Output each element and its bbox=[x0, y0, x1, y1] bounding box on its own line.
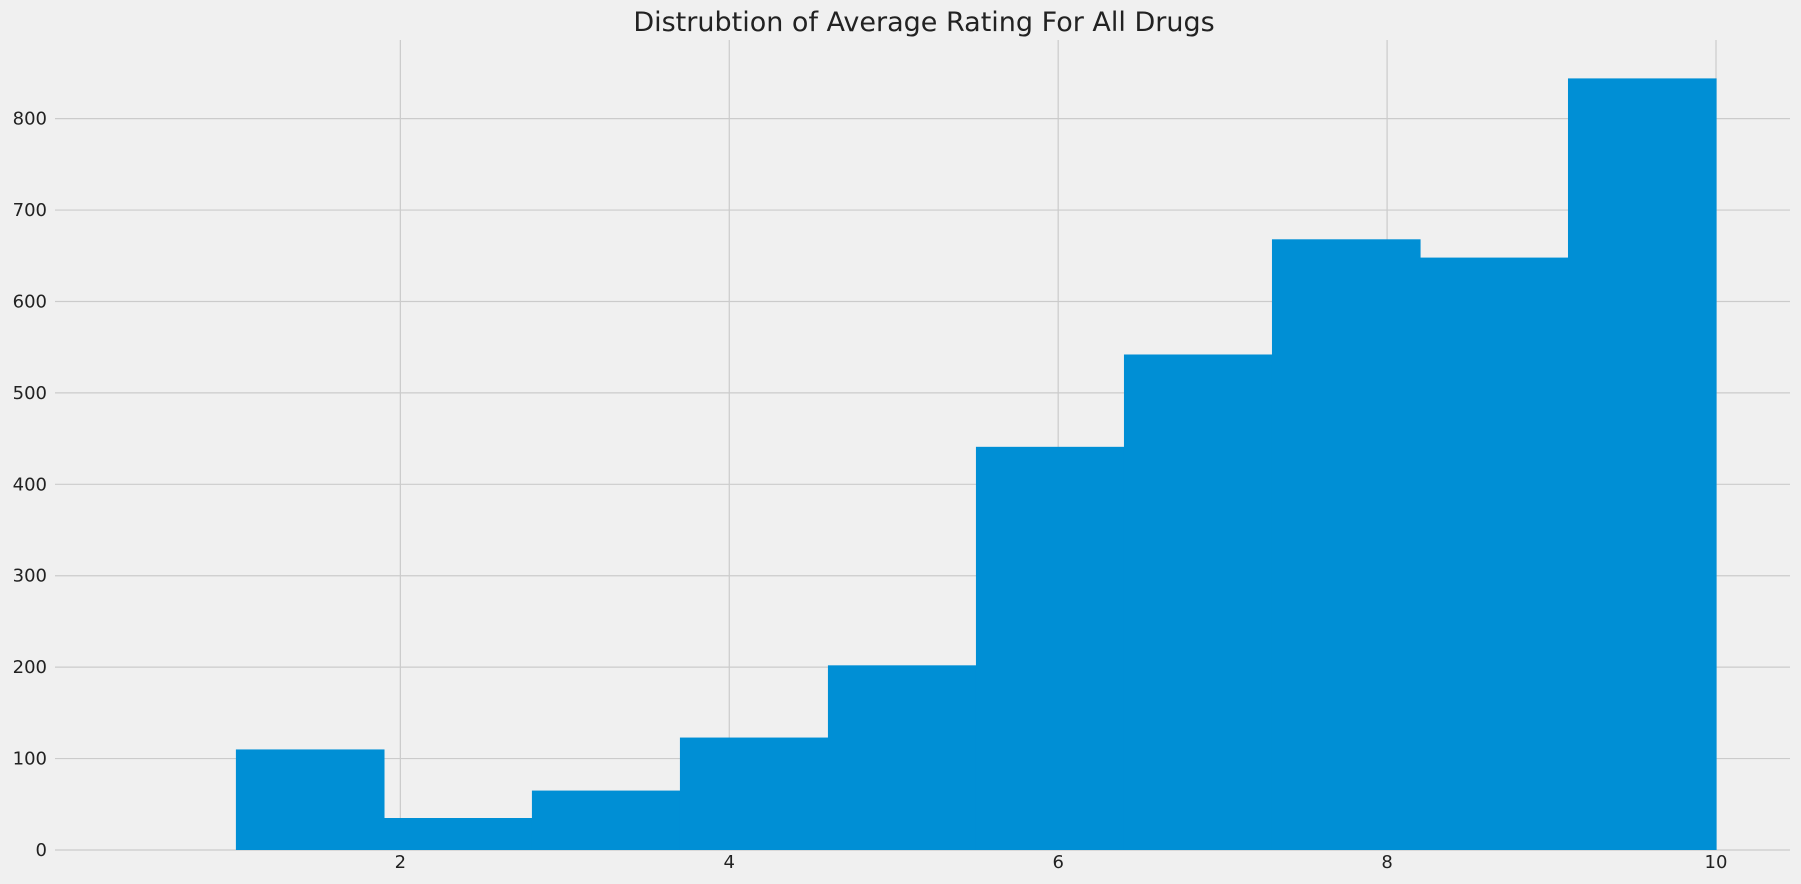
y-tick-label: 800 bbox=[13, 109, 47, 130]
y-tick-label: 0 bbox=[36, 840, 47, 861]
histogram-bar bbox=[679, 737, 829, 850]
y-tick-label: 500 bbox=[13, 383, 47, 404]
histogram-bars bbox=[235, 78, 1717, 851]
y-tick-label: 400 bbox=[13, 474, 47, 495]
y-tick-label: 700 bbox=[13, 200, 47, 221]
chart-title: Distrubtion of Average Rating For All Dr… bbox=[633, 7, 1214, 38]
x-axis-ticks: 2 4 6 8 10 bbox=[395, 852, 1728, 873]
y-axis-ticks: 0 100 200 300 400 500 600 700 800 bbox=[13, 109, 47, 861]
histogram-bar bbox=[975, 446, 1125, 850]
histogram-bar bbox=[1419, 257, 1569, 850]
y-tick-label: 100 bbox=[13, 749, 47, 770]
x-tick-label: 6 bbox=[1052, 852, 1063, 873]
histogram-bar bbox=[1271, 239, 1421, 850]
histogram-bar bbox=[383, 818, 533, 850]
y-tick-label: 300 bbox=[13, 566, 47, 587]
x-tick-label: 2 bbox=[395, 852, 406, 873]
x-tick-label: 10 bbox=[1705, 852, 1728, 873]
y-tick-label: 200 bbox=[13, 657, 47, 678]
x-tick-label: 8 bbox=[1381, 852, 1392, 873]
histogram-bar bbox=[827, 665, 977, 850]
y-tick-label: 600 bbox=[13, 291, 47, 312]
histogram-bar bbox=[531, 790, 681, 850]
x-tick-label: 4 bbox=[724, 852, 735, 873]
histogram-bar bbox=[235, 749, 385, 850]
histogram-bar bbox=[1123, 354, 1273, 850]
histogram-bar bbox=[1567, 78, 1717, 851]
